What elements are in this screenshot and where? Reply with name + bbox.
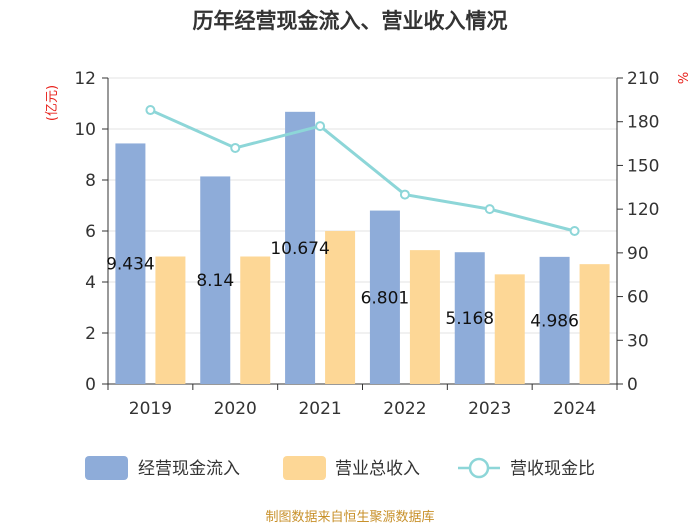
left-axis-tick-label: 6 xyxy=(85,222,96,242)
legend-label-cash-inflow: 经营现金流入 xyxy=(138,459,240,479)
left-axis-tick-label: 2 xyxy=(85,324,96,344)
ratio-point[interactable] xyxy=(230,142,241,153)
left-axis-tick-label: 8 xyxy=(85,171,96,191)
bars xyxy=(115,111,610,385)
legend: 经营现金流入 营业总收入 营收现金比 xyxy=(85,456,595,480)
x-axis-tick-label: 2024 xyxy=(553,399,596,419)
bar-cash-inflow[interactable] xyxy=(200,176,231,384)
legend-swatch-revenue xyxy=(283,456,326,480)
x-axis: 2019 2020 2021 2022 2023 2024 xyxy=(107,383,618,419)
bar-value-label: 4.986 xyxy=(530,311,579,331)
bar-value-label: 10.674 xyxy=(270,239,329,259)
bar-value-label: 5.168 xyxy=(445,309,494,329)
right-axis-tick-label: 0 xyxy=(627,375,638,395)
legend-item-cash-inflow[interactable]: 经营现金流入 xyxy=(85,456,240,480)
left-axis-unit-open-paren: ( xyxy=(45,116,60,121)
right-axis-tick-label: 30 xyxy=(627,331,649,351)
bar-value-label: 6.801 xyxy=(361,288,410,308)
left-axis-unit-close-paren: ) xyxy=(45,85,60,90)
ratio-point[interactable] xyxy=(145,105,156,116)
right-y-axis: 0 30 60 90 120 150 180 210 xyxy=(616,69,659,395)
legend-label-revenue: 营业总收入 xyxy=(335,459,420,479)
ratio-point[interactable] xyxy=(315,121,326,132)
x-axis-tick-label: 2023 xyxy=(468,399,511,419)
bar-value-labels: 9.434 8.14 10.674 6.801 5.168 4.986 xyxy=(106,239,579,332)
bar-revenue[interactable] xyxy=(409,250,440,384)
bar-revenue[interactable] xyxy=(240,256,271,385)
right-axis-tick-label: 120 xyxy=(627,200,659,220)
right-axis-tick-label: 180 xyxy=(627,113,659,133)
left-axis-tick-label: 4 xyxy=(85,273,96,293)
x-axis-tick-label: 2019 xyxy=(129,399,172,419)
bar-revenue[interactable] xyxy=(325,231,356,384)
right-axis-tick-label: 210 xyxy=(627,69,659,89)
legend-item-revenue[interactable]: 营业总收入 xyxy=(283,456,420,480)
ratio-line xyxy=(145,105,580,236)
left-y-axis: 0 2 4 6 8 10 12 xyxy=(74,69,109,395)
right-axis-tick-label: 60 xyxy=(627,288,649,308)
left-axis-unit: (亿元) xyxy=(45,85,60,121)
ratio-point[interactable] xyxy=(569,226,580,236)
right-axis-tick-label: 150 xyxy=(627,156,659,176)
bar-cash-inflow[interactable] xyxy=(454,252,485,384)
left-axis-tick-label: 0 xyxy=(85,375,96,395)
bar-cash-inflow[interactable] xyxy=(115,143,146,384)
x-axis-tick-label: 2020 xyxy=(214,399,257,419)
bar-revenue[interactable] xyxy=(494,274,525,384)
bar-value-label: 8.14 xyxy=(196,271,234,291)
chart-title: 历年经营现金流入、营业收入情况 xyxy=(193,9,508,33)
bar-cash-inflow[interactable] xyxy=(539,256,570,384)
right-axis-tick-label: 90 xyxy=(627,244,649,264)
left-axis-tick-label: 10 xyxy=(74,120,96,140)
ratio-line-path xyxy=(149,108,575,233)
bar-revenue[interactable] xyxy=(579,264,610,384)
x-axis-tick-label: 2022 xyxy=(383,399,426,419)
ratio-point[interactable] xyxy=(484,204,495,215)
left-axis-tick-label: 12 xyxy=(74,69,96,89)
bar-revenue[interactable] xyxy=(155,256,186,385)
legend-marker-ratio xyxy=(468,457,490,479)
legend-swatch-cash-inflow xyxy=(85,456,128,480)
x-axis-tick-label: 2021 xyxy=(298,399,341,419)
legend-item-ratio[interactable]: 营收现金比 xyxy=(458,457,595,479)
ratio-point[interactable] xyxy=(399,189,410,200)
right-axis-unit: % xyxy=(677,72,692,84)
left-axis-unit-value: 亿元 xyxy=(45,90,60,116)
bar-value-label: 9.434 xyxy=(106,255,155,275)
legend-label-ratio: 营收现金比 xyxy=(510,459,595,479)
source-note: 制图数据来自恒生聚源数据库 xyxy=(265,509,434,525)
bar-cash-inflow[interactable] xyxy=(369,210,400,384)
bar-cash-inflow[interactable] xyxy=(285,111,316,385)
